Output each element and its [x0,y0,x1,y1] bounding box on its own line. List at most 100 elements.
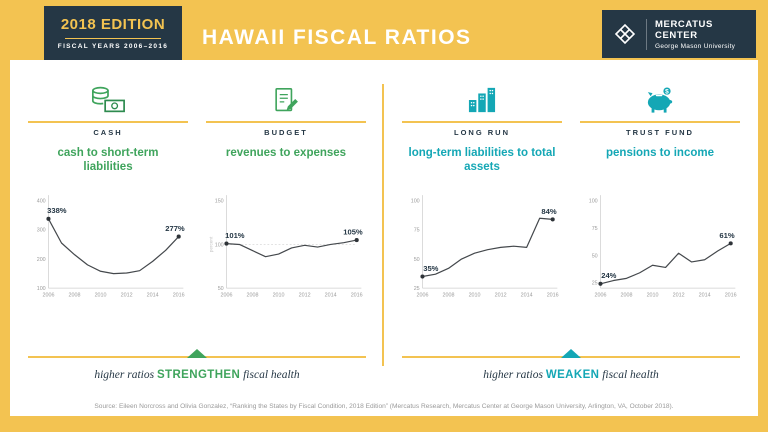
svg-text:25: 25 [592,281,598,287]
svg-text:84%: 84% [541,207,556,216]
trust-fund-chart: 25 50 75 100 2006 2008 2010 2012 2014 2016 24% 61% [580,184,740,305]
svg-text:2012: 2012 [495,293,507,299]
caption-pre: higher ratios [483,369,543,381]
weaken-caption: higher ratios WEAKEN fiscal health [402,369,740,381]
budget-chart: 50 100 150 2006 2008 2010 2012 2014 2016 percent 1… [206,184,366,305]
strengthen-footer: higher ratios STRENGTHEN fiscal health [28,349,366,381]
svg-text:200: 200 [37,257,46,263]
weaken-footer: higher ratios WEAKEN fiscal health [402,349,740,381]
panel-rule [402,121,562,123]
up-triangle-icon [187,349,207,358]
source-citation: Source: Eileen Norcross and Olivia Gonza… [94,403,674,410]
svg-text:400: 400 [37,199,46,205]
svg-text:2016: 2016 [547,293,559,299]
svg-text:2014: 2014 [699,293,711,299]
caption-keyword: WEAKEN [545,369,600,381]
svg-text:2014: 2014 [521,293,533,299]
svg-text:50: 50 [218,286,224,292]
svg-text:2014: 2014 [147,293,159,299]
panel-label-long-run: LONG RUN [454,128,510,137]
svg-text:2006: 2006 [42,293,54,299]
content-card: CASH cash to short-term liabilities 100 2… [10,60,758,416]
trust-fund-icon: $ [644,86,676,114]
svg-text:105%: 105% [343,228,363,237]
brand-logo-box: MERCATUS CENTER George Mason University [602,10,756,58]
svg-text:35%: 35% [423,264,438,273]
svg-text:2010: 2010 [273,293,285,299]
svg-text:25: 25 [414,286,420,292]
brand-name: MERCATUS CENTER [655,18,713,41]
caption-post: fiscal health [243,369,300,381]
svg-text:61%: 61% [719,231,734,240]
svg-text:2016: 2016 [173,293,185,299]
budget-icon [273,87,300,114]
svg-text:100: 100 [37,286,46,292]
edition-divider [65,38,161,39]
svg-text:50: 50 [592,253,598,259]
panel-rule [28,121,188,123]
strengthen-section: CASH cash to short-term liabilities 100 2… [10,60,384,416]
panel-long-run: LONG RUN long-term liabilities to total … [402,76,562,305]
svg-text:2006: 2006 [220,293,232,299]
edition-badge: 2018 EDITION FISCAL YEARS 2006–2016 [44,6,182,64]
up-triangle-icon [561,349,581,358]
svg-text:2006: 2006 [416,293,428,299]
mercatus-weave-icon [612,21,638,47]
svg-text:150: 150 [215,199,224,205]
edition-subtitle: FISCAL YEARS 2006–2016 [57,43,169,50]
cash-chart: 100 200 300 400 2006 2008 2010 2012 2014 2016 338%… [28,184,188,305]
svg-text:2008: 2008 [69,293,81,299]
svg-text:100: 100 [589,199,598,205]
svg-text:2008: 2008 [621,293,633,299]
svg-text:100: 100 [215,242,224,248]
svg-text:338%: 338% [47,206,67,215]
svg-text:75: 75 [414,228,420,234]
svg-text:50: 50 [414,257,420,263]
svg-text:2016: 2016 [351,293,363,299]
svg-text:300: 300 [37,228,46,234]
caption-pre: higher ratios [94,369,155,381]
svg-text:2010: 2010 [95,293,107,299]
center-divider [382,84,384,366]
chart-title-cash: cash to short-term liabilities [57,147,159,174]
long-run-chart: 25 50 75 100 2006 2008 2010 2012 2014 2016 35% 84% [402,184,562,305]
svg-text:2016: 2016 [725,293,737,299]
page-title: HAWAII FISCAL RATIOS [202,26,472,49]
svg-text:24%: 24% [601,271,616,280]
svg-text:2012: 2012 [299,293,311,299]
svg-text:277%: 277% [165,224,185,233]
chart-title-budget: revenues to expenses [225,147,347,159]
panel-rule [206,121,366,123]
svg-text:$: $ [665,88,669,95]
svg-text:2014: 2014 [325,293,337,299]
panel-label-cash: CASH [93,128,123,137]
chart-title-long-run: long-term liabilities to total assets [408,147,556,174]
svg-text:2008: 2008 [443,293,455,299]
caption-keyword: STRENGTHEN [156,369,241,381]
svg-text:2008: 2008 [247,293,259,299]
svg-text:75: 75 [592,226,598,232]
cash-icon [90,85,126,114]
panel-budget: BUDGET revenues to expenses 50 100 150 2006… [206,76,366,305]
svg-text:2012: 2012 [121,293,133,299]
chart-title-trust-fund: pensions to income [606,147,714,159]
svg-text:percent: percent [209,236,214,252]
panel-trust-fund: $ TRUST FUND pensions to income 25 50 75 10… [580,76,740,305]
long-run-icon [467,86,497,114]
panel-rule [580,121,740,123]
svg-text:2006: 2006 [594,293,606,299]
panel-label-budget: BUDGET [264,128,308,137]
svg-text:2010: 2010 [647,293,659,299]
svg-text:2012: 2012 [673,293,685,299]
panel-cash: CASH cash to short-term liabilities 100 2… [28,76,188,305]
edition-title: 2018 EDITION [60,16,166,33]
svg-text:2010: 2010 [469,293,481,299]
brand-subname: George Mason University [655,42,736,50]
weaken-section: LONG RUN long-term liabilities to total … [384,60,758,416]
svg-text:101%: 101% [225,231,245,240]
panel-label-trust-fund: TRUST FUND [626,128,694,137]
strengthen-caption: higher ratios STRENGTHEN fiscal health [28,369,366,381]
caption-post: fiscal health [602,369,659,381]
svg-text:100: 100 [411,199,420,205]
